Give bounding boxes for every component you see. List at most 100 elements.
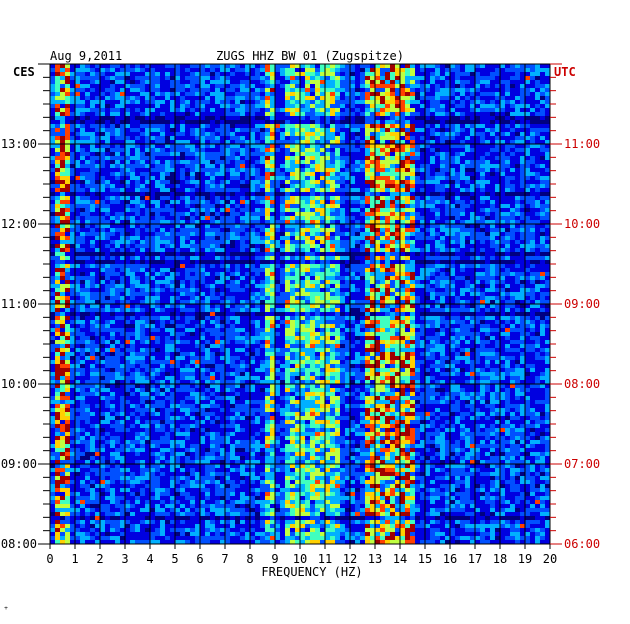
heatmap-cell [475, 316, 480, 320]
heatmap-cell [285, 228, 290, 232]
heatmap-cell [335, 160, 340, 164]
heatmap-cell [335, 224, 340, 228]
heatmap-cell [455, 68, 460, 72]
heatmap-cell [395, 176, 400, 180]
heatmap-cell [325, 204, 330, 208]
heatmap-cell [90, 160, 95, 164]
heatmap-cell [310, 96, 315, 100]
heatmap-cell [535, 104, 540, 108]
heatmap-cell [130, 308, 135, 312]
heatmap-cell [375, 328, 380, 332]
heatmap-cell [155, 140, 160, 144]
heatmap-cell [390, 140, 395, 144]
heatmap-cell [360, 76, 365, 80]
heatmap-cell [385, 316, 390, 320]
heatmap-cell [125, 332, 130, 336]
heatmap-cell [200, 160, 205, 164]
heatmap-cell [175, 288, 180, 292]
heatmap-cell [435, 276, 440, 280]
heatmap-cell [535, 244, 540, 248]
heatmap-cell [225, 68, 230, 72]
heatmap-cell [105, 324, 110, 328]
heatmap-cell [190, 276, 195, 280]
heatmap-cell [120, 308, 125, 312]
heatmap-cell [250, 128, 255, 132]
heatmap-cell [205, 232, 210, 236]
heatmap-cell [320, 168, 325, 172]
heatmap-cell [335, 284, 340, 288]
heatmap-cell [445, 252, 450, 256]
heatmap-cell [345, 292, 350, 296]
heatmap-cell [270, 84, 275, 88]
heatmap-cell [55, 272, 60, 276]
heatmap-cell [275, 68, 280, 72]
heatmap-cell [365, 220, 370, 224]
heatmap-cell [540, 176, 545, 180]
heatmap-cell [195, 340, 200, 344]
heatmap-cell [520, 112, 525, 116]
heatmap-cell [130, 176, 135, 180]
heatmap-cell [465, 332, 470, 336]
heatmap-cell [520, 184, 525, 188]
heatmap-cell [490, 104, 495, 108]
heatmap-cell [495, 124, 500, 128]
heatmap-cell [230, 148, 235, 152]
heatmap-cell [300, 264, 305, 268]
heatmap-cell [75, 260, 80, 264]
heatmap-cell [345, 72, 350, 76]
heatmap-cell [380, 248, 385, 252]
heatmap-cell [390, 164, 395, 168]
heatmap-cell [90, 340, 95, 344]
heatmap-cell [145, 72, 150, 76]
heatmap-cell [300, 132, 305, 136]
heatmap-cell [465, 68, 470, 72]
heatmap-cell [440, 156, 445, 160]
heatmap-cell [180, 128, 185, 132]
heatmap-cell [500, 288, 505, 292]
heatmap-cell [205, 124, 210, 128]
heatmap-cell [200, 156, 205, 160]
heatmap-cell [455, 160, 460, 164]
heatmap-cell [70, 168, 75, 172]
heatmap-cell [530, 184, 535, 188]
heatmap-cell [205, 64, 210, 68]
heatmap-cell [325, 88, 330, 92]
heatmap-cell [545, 84, 550, 88]
heatmap-cell [270, 204, 275, 208]
heatmap-cell [365, 292, 370, 296]
heatmap-cell [485, 152, 490, 156]
heatmap-cell [435, 112, 440, 116]
heatmap-cell [340, 136, 345, 140]
heatmap-cell [255, 220, 260, 224]
heatmap-cell [140, 80, 145, 84]
heatmap-cell [315, 300, 320, 304]
heatmap-cell [260, 284, 265, 288]
heatmap-cell [400, 124, 405, 128]
heatmap-cell [70, 276, 75, 280]
heatmap-cell [260, 312, 265, 316]
heatmap-cell [85, 172, 90, 176]
heatmap-cell [190, 300, 195, 304]
heatmap-cell [290, 140, 295, 144]
heatmap-cell [305, 212, 310, 216]
heatmap-cell [90, 208, 95, 212]
heatmap-cell [145, 140, 150, 144]
heatmap-cell [335, 240, 340, 244]
heatmap-cell [330, 264, 335, 268]
heatmap-cell [365, 152, 370, 156]
heatmap-cell [400, 188, 405, 192]
heatmap-cell [370, 84, 375, 88]
heatmap-cell [160, 288, 165, 292]
heatmap-cell [345, 192, 350, 196]
heatmap-cell [170, 272, 175, 276]
heatmap-cell [285, 132, 290, 136]
heatmap-cell [415, 200, 420, 204]
heatmap-cell [525, 136, 530, 140]
heatmap-cell [180, 100, 185, 104]
heatmap-cell [380, 216, 385, 220]
heatmap-cell [275, 248, 280, 252]
heatmap-cell [340, 276, 345, 280]
heatmap-cell [430, 340, 435, 344]
heatmap-cell [50, 140, 55, 144]
heatmap-cell [350, 256, 355, 260]
